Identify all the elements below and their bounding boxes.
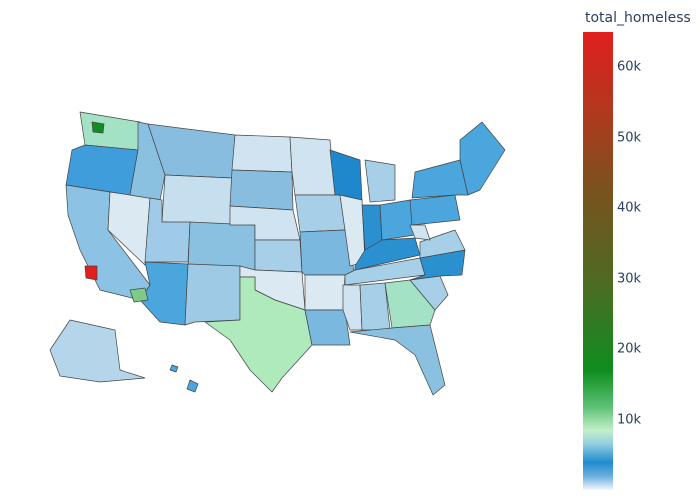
- region-mi[interactable]: [364, 159, 396, 203]
- region-ny[interactable]: [411, 159, 469, 199]
- region-sd[interactable]: [229, 169, 294, 211]
- region-ne-states[interactable]: [459, 121, 506, 196]
- colorbar: [583, 32, 613, 490]
- region-al[interactable]: [359, 282, 391, 331]
- region-hi[interactable]: [169, 364, 179, 373]
- region-wa[interactable]: [79, 111, 141, 151]
- region-ms[interactable]: [342, 284, 363, 331]
- colorbar-tick-label: 10k: [617, 412, 642, 428]
- region-nd[interactable]: [231, 134, 293, 173]
- region-la-county[interactable]: [84, 265, 98, 281]
- colorbar-tick-label: 20k: [617, 341, 642, 357]
- region-wv[interactable]: [409, 224, 431, 241]
- region-seattle-area[interactable]: [91, 121, 105, 134]
- choropleth-map[interactable]: [0, 0, 580, 500]
- region-co[interactable]: [187, 221, 256, 271]
- region-pa[interactable]: [409, 194, 461, 226]
- region-ia[interactable]: [294, 194, 346, 233]
- colorbar-title: total_homeless: [585, 10, 691, 26]
- colorbar-tick-label: 50k: [617, 130, 642, 146]
- region-va[interactable]: [419, 229, 466, 259]
- colorbar-tick-label: 60k: [617, 59, 642, 75]
- region-nm[interactable]: [184, 263, 241, 326]
- region-ak[interactable]: [49, 319, 146, 383]
- region-ar[interactable]: [304, 274, 346, 311]
- region-oh[interactable]: [379, 199, 416, 241]
- region-ga[interactable]: [384, 279, 436, 329]
- region-wy[interactable]: [161, 174, 233, 226]
- region-ks[interactable]: [254, 239, 303, 273]
- region-az[interactable]: [139, 261, 189, 326]
- region-la[interactable]: [304, 309, 351, 346]
- region-wi[interactable]: [329, 149, 363, 201]
- colorbar-tick-label: 30k: [617, 271, 642, 287]
- region-maricopa[interactable]: [129, 287, 149, 303]
- region-tx[interactable]: [204, 276, 313, 393]
- region-mn[interactable]: [289, 136, 336, 196]
- region-fl[interactable]: [349, 324, 446, 396]
- region-hi[interactable]: [186, 379, 199, 393]
- colorbar-tick-label: 40k: [617, 200, 642, 216]
